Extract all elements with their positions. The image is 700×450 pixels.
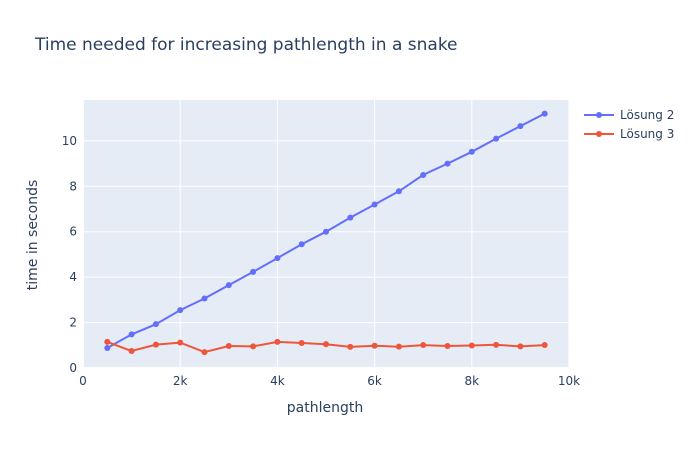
data-point[interactable] [104, 345, 111, 352]
series-layer [104, 110, 548, 356]
x-tick-label: 2k [173, 374, 188, 388]
data-point[interactable] [225, 342, 232, 349]
data-point[interactable] [347, 214, 354, 221]
data-point[interactable] [371, 201, 378, 208]
series-2 [104, 338, 548, 356]
data-point[interactable] [517, 343, 524, 350]
data-point[interactable] [274, 338, 281, 345]
data-point[interactable] [128, 347, 135, 354]
data-point[interactable] [517, 123, 524, 130]
data-point[interactable] [493, 341, 500, 348]
data-point[interactable] [128, 331, 135, 338]
data-point[interactable] [298, 340, 305, 347]
legend-marker-icon [596, 112, 602, 118]
data-point[interactable] [298, 241, 305, 248]
grid-lines [82, 100, 570, 369]
data-point[interactable] [541, 110, 548, 117]
data-point[interactable] [250, 343, 257, 350]
data-point[interactable] [420, 171, 427, 178]
data-point[interactable] [468, 148, 475, 155]
data-point[interactable] [177, 307, 184, 314]
x-tick-label: 10k [558, 374, 580, 388]
y-tick-label: 8 [69, 179, 77, 193]
y-axis-ticks: 0 2 4 6 8 10 [62, 134, 77, 375]
series-1 [104, 110, 548, 352]
data-point[interactable] [444, 160, 451, 167]
y-tick-label: 4 [69, 270, 77, 284]
x-tick-label: 6k [367, 374, 382, 388]
data-point[interactable] [250, 268, 257, 275]
data-point[interactable] [468, 342, 475, 349]
data-point[interactable] [201, 295, 208, 302]
data-point[interactable] [323, 341, 329, 348]
data-point[interactable] [201, 349, 208, 356]
data-point[interactable] [347, 343, 354, 350]
legend-item[interactable]: Lösung 3 [584, 127, 674, 141]
data-point[interactable] [104, 338, 111, 345]
data-point[interactable] [152, 341, 159, 348]
data-point[interactable] [225, 282, 232, 289]
legend-marker-icon [596, 131, 602, 137]
data-point[interactable] [420, 342, 427, 349]
legend-label: Lösung 3 [620, 127, 674, 141]
y-tick-label: 0 [69, 361, 77, 375]
data-point[interactable] [395, 343, 402, 350]
data-point[interactable] [274, 255, 281, 262]
x-axis-label: pathlength [287, 400, 363, 416]
legend-label: Lösung 2 [620, 108, 674, 122]
data-point[interactable] [541, 342, 548, 349]
legend-item[interactable]: Lösung 2 [584, 108, 674, 122]
data-point[interactable] [323, 228, 329, 235]
y-axis-label: time in seconds [25, 180, 41, 291]
legend[interactable]: Lösung 2 Lösung 3 [584, 108, 674, 141]
x-tick-label: 0 [79, 374, 87, 388]
chart-title: Time needed for increasing pathlength in… [34, 35, 458, 55]
x-tick-label: 8k [465, 374, 480, 388]
y-tick-label: 6 [69, 225, 77, 239]
x-tick-label: 4k [270, 374, 285, 388]
data-point[interactable] [177, 339, 184, 346]
x-axis-ticks: 0 2k 4k 6k 8k 10k [79, 374, 580, 388]
data-point[interactable] [371, 342, 378, 349]
data-point[interactable] [395, 188, 402, 195]
data-point[interactable] [493, 135, 500, 142]
y-tick-label: 2 [69, 316, 77, 330]
data-point[interactable] [152, 321, 159, 328]
y-tick-label: 10 [62, 134, 77, 148]
data-point[interactable] [444, 342, 451, 349]
